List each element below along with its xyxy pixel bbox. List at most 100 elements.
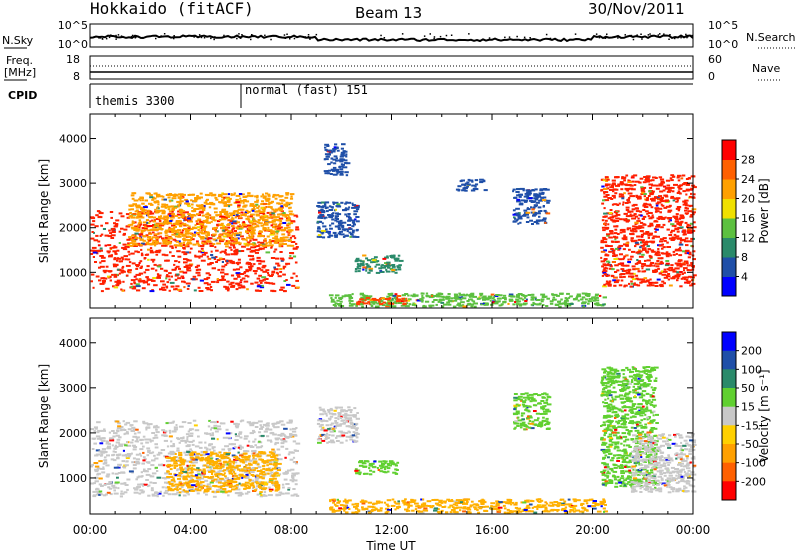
- heatmap-cell: [394, 259, 399, 262]
- heatmap-cell: [214, 196, 218, 199]
- heatmap-cell: [293, 214, 298, 217]
- heatmap-cell: [226, 232, 231, 234]
- heatmap-cell: [254, 467, 259, 470]
- heatmap-cell: [576, 293, 581, 296]
- heatmap-cell: [608, 236, 613, 239]
- heatmap-cell: [357, 267, 362, 270]
- heatmap-cell: [183, 266, 189, 268]
- heatmap-cell: [227, 494, 230, 497]
- heatmap-cell: [290, 451, 295, 454]
- heatmap-cell: [295, 494, 300, 497]
- heatmap-cell: [254, 200, 259, 203]
- heatmap-cell: [642, 215, 647, 218]
- heatmap-cell: [236, 250, 242, 253]
- heatmap-cell: [654, 268, 658, 271]
- heatmap-cell: [437, 292, 442, 295]
- heatmap-cell: [389, 293, 393, 296]
- heatmap-cell: [322, 215, 325, 218]
- heatmap-cell: [249, 432, 254, 435]
- heatmap-cell: [631, 250, 636, 253]
- heatmap-cell: [133, 420, 138, 423]
- heatmap-cell: [249, 195, 254, 198]
- heatmap-cell: [97, 240, 101, 243]
- heatmap-cell: [336, 146, 339, 149]
- heatmap-cell: [470, 298, 473, 301]
- heatmap-cell: [682, 276, 686, 279]
- heatmap-cell: [187, 227, 191, 230]
- heatmap-cell: [490, 293, 495, 296]
- heatmap-cell: [174, 493, 178, 496]
- heatmap-cell: [196, 452, 201, 455]
- heatmap-cell: [239, 224, 242, 227]
- heatmap-cell: [129, 244, 134, 247]
- heatmap-cell: [564, 304, 569, 307]
- heatmap-cell: [197, 244, 201, 247]
- heatmap-cell: [187, 232, 192, 235]
- heatmap-cell: [126, 243, 131, 246]
- heatmap-cell: [633, 282, 636, 285]
- heatmap-cell: [383, 265, 387, 267]
- heatmap-cell: [276, 232, 279, 235]
- heatmap-cell: [166, 243, 169, 246]
- heatmap-cell: [642, 232, 647, 235]
- heatmap-cell: [268, 469, 272, 472]
- heatmap-cell: [249, 204, 254, 207]
- heatmap-cell: [202, 454, 206, 456]
- heatmap-cell: [676, 192, 681, 194]
- nsearch-dot: [187, 35, 189, 37]
- heatmap-cell: [335, 294, 340, 297]
- heatmap-cell: [186, 268, 189, 270]
- heatmap-cell: [115, 219, 120, 222]
- heatmap-cell: [603, 249, 607, 252]
- heatmap-cell: [540, 196, 545, 199]
- heatmap-cell: [368, 298, 371, 301]
- heatmap-cell: [279, 251, 283, 253]
- heatmap-cell: [378, 297, 383, 300]
- heatmap-cell: [619, 276, 623, 279]
- heatmap-cell: [211, 194, 216, 197]
- heatmap-cell: [263, 239, 267, 242]
- heatmap-cell: [279, 195, 284, 198]
- cpid-mode-2: normal (fast) 151: [245, 83, 368, 97]
- heatmap-cell: [619, 218, 623, 221]
- heatmap-cell: [221, 222, 224, 225]
- heatmap-cell: [200, 450, 206, 453]
- heatmap-cell: [152, 220, 157, 223]
- heatmap-cell: [129, 212, 132, 214]
- heatmap-cell: [175, 233, 181, 236]
- heatmap-cell: [667, 278, 670, 281]
- heatmap-cell: [229, 231, 234, 234]
- heatmap-cell: [113, 275, 118, 278]
- heatmap-cell: [208, 419, 211, 422]
- heatmap-cell: [262, 196, 267, 199]
- heatmap-cell: [164, 230, 170, 233]
- heatmap-cell: [633, 195, 636, 198]
- heatmap-cell: [352, 235, 357, 238]
- heatmap-cell: [292, 440, 297, 443]
- heatmap-cell: [167, 236, 172, 239]
- heatmap-cell: [649, 192, 655, 195]
- heatmap-cell: [236, 268, 240, 271]
- heatmap-cell: [636, 195, 642, 198]
- heatmap-cell: [198, 446, 203, 449]
- heatmap-cell: [368, 302, 371, 305]
- heatmap-cell: [651, 284, 655, 287]
- heatmap-cell: [275, 230, 280, 233]
- heatmap-cell: [684, 252, 688, 255]
- heatmap-cell: [163, 434, 168, 437]
- heatmap-cell: [171, 210, 174, 213]
- heatmap-cell: [232, 232, 236, 235]
- heatmap-cell: [163, 222, 168, 225]
- heatmap-cell: [165, 259, 170, 262]
- heatmap-cell: [243, 242, 248, 245]
- heatmap-cell: [328, 205, 332, 208]
- heatmap-cell: [192, 243, 197, 246]
- heatmap-cell: [175, 206, 178, 209]
- heatmap-cell: [524, 192, 530, 195]
- heatmap-cell: [681, 273, 684, 275]
- heatmap-cell: [355, 229, 359, 232]
- heatmap-cell: [355, 208, 360, 211]
- heatmap-cell: [560, 298, 563, 301]
- nsearch-dot: [630, 34, 633, 37]
- heatmap-cell: [345, 174, 349, 177]
